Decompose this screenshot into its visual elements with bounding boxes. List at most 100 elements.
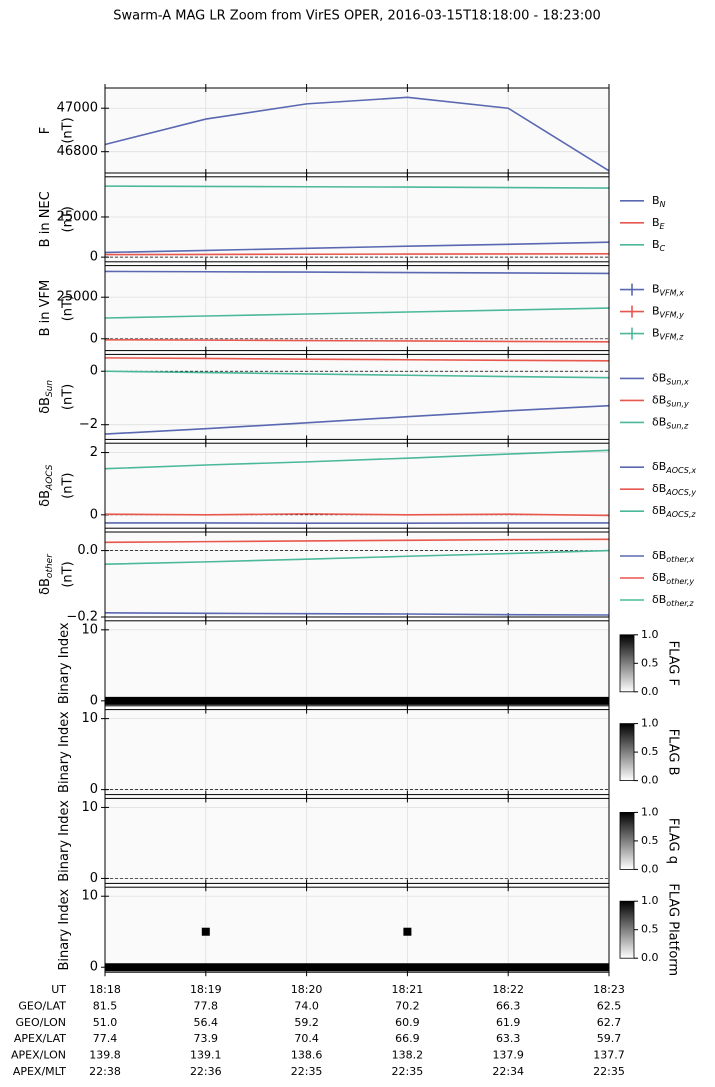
x-tick-label: 18:22 bbox=[492, 983, 524, 996]
x-tick-label: 18:18 bbox=[89, 983, 121, 996]
colorbar-tick-label: 0.0 bbox=[641, 951, 659, 964]
legend-name: B bbox=[652, 238, 660, 251]
y-axis-label-text: δB bbox=[38, 397, 53, 414]
flag-marker bbox=[201, 927, 210, 936]
line bbox=[104, 241, 610, 254]
y-tick-label: 0 bbox=[90, 871, 98, 886]
y-tick-label: 47000 bbox=[57, 101, 98, 116]
y-axis-label: Binary Index bbox=[57, 622, 72, 704]
colorbar bbox=[619, 812, 635, 870]
line bbox=[104, 252, 610, 256]
y-tick-label: 10 bbox=[81, 889, 98, 904]
y-tick-label: 10 bbox=[81, 800, 98, 815]
ephemeris-value: 51.0 bbox=[93, 1016, 118, 1029]
ephemeris-value: 139.8 bbox=[89, 1049, 121, 1062]
legend-sub: AOCS,y bbox=[665, 488, 696, 497]
ephemeris-value: 73.9 bbox=[194, 1032, 219, 1045]
panel-background bbox=[105, 88, 609, 173]
legend-sub: other,z bbox=[666, 599, 694, 608]
ephemeris-value: 137.7 bbox=[593, 1049, 625, 1062]
ephemeris-value: 22:38 bbox=[89, 1065, 121, 1078]
legend-name: B bbox=[652, 327, 660, 340]
x-tick-label: 18:19 bbox=[190, 983, 222, 996]
legend-label: δBother,y bbox=[652, 571, 694, 586]
y-tick-label: 0 bbox=[90, 331, 98, 346]
line bbox=[104, 357, 610, 362]
y-tick-label: 0 bbox=[90, 507, 98, 522]
figure-title: Swarm-A MAG LR Zoom from VirES OPER, 201… bbox=[113, 9, 601, 24]
panel-frame bbox=[104, 265, 610, 352]
ephemeris-value: 138.6 bbox=[291, 1049, 323, 1062]
panel-background bbox=[105, 354, 609, 440]
legend-label: δBAOCS,z bbox=[652, 504, 696, 519]
ephemeris-value: 77.8 bbox=[194, 999, 219, 1012]
legend-name: δB bbox=[652, 571, 666, 584]
y-axis-label-sub: other bbox=[45, 553, 55, 578]
colorbar-label: FLAG B bbox=[666, 729, 681, 776]
colorbar-tick-label: 1.0 bbox=[641, 805, 659, 818]
panel-frame bbox=[104, 353, 610, 440]
colorbar-tick-label: 1.0 bbox=[641, 628, 659, 641]
colorbar-label: FLAG q bbox=[666, 818, 681, 864]
ephemeris-label: GEO/LON bbox=[16, 1016, 66, 1029]
colorbar-tick-label: 0.0 bbox=[641, 862, 659, 875]
y-tick-label: 0 bbox=[90, 960, 98, 975]
ephemeris-value: 77.4 bbox=[93, 1032, 118, 1045]
ephemeris-value: 62.5 bbox=[597, 999, 622, 1012]
ephemeris-value: 138.2 bbox=[392, 1049, 424, 1062]
legend-sub: VFM,y bbox=[660, 310, 685, 319]
panel-frame bbox=[104, 886, 610, 973]
colorbar-label: FLAG Platform bbox=[666, 883, 681, 976]
ephemeris-value: 70.2 bbox=[395, 999, 420, 1012]
legend-sub: VFM,z bbox=[660, 332, 685, 341]
y-axis-label: F bbox=[38, 127, 53, 134]
legend-sub: other,y bbox=[666, 577, 694, 586]
y-axis-label-sub: Sun bbox=[45, 380, 55, 397]
legend-name: δB bbox=[652, 371, 666, 384]
ephemeris-label: UT bbox=[51, 983, 66, 996]
colorbar-tick-label: 0.0 bbox=[641, 774, 659, 787]
line bbox=[104, 549, 610, 566]
y-tick-label: 46800 bbox=[57, 144, 98, 159]
y-axis-label-text: Binary Index bbox=[57, 711, 72, 793]
ephemeris-value: 59.2 bbox=[294, 1016, 319, 1029]
x-tick-label: 18:20 bbox=[291, 983, 323, 996]
legend-label: BVFM,z bbox=[652, 327, 684, 342]
legend-label: δBSun,x bbox=[652, 371, 689, 386]
ephemeris-value: 22:36 bbox=[190, 1065, 222, 1078]
legend-sub: AOCS,z bbox=[665, 510, 696, 519]
y-tick-label: −2 bbox=[79, 417, 98, 432]
legend-name: B bbox=[652, 283, 660, 296]
y-axis-label-unit: (nT) bbox=[61, 117, 76, 143]
colorbar-tick-label: 1.0 bbox=[641, 894, 659, 907]
x-tick-label: 18:21 bbox=[392, 983, 424, 996]
y-axis-label-unit: (nT) bbox=[61, 206, 76, 232]
flag-marker bbox=[403, 927, 412, 936]
y-tick-label: 2 bbox=[90, 445, 98, 460]
colorbar-tick-label: 0.5 bbox=[641, 834, 659, 847]
y-axis-label-text: B in VFM bbox=[38, 280, 53, 337]
panel-frame bbox=[104, 531, 610, 618]
ephemeris-value: 59.7 bbox=[597, 1032, 622, 1045]
line bbox=[104, 338, 610, 343]
panel-background bbox=[105, 620, 609, 706]
colorbar-label: FLAG F bbox=[666, 641, 681, 686]
panel-frame bbox=[104, 442, 610, 529]
y-tick-label: 0 bbox=[90, 693, 98, 708]
ephemeris-value: 22:35 bbox=[291, 1065, 323, 1078]
legend-name: B bbox=[652, 194, 660, 207]
y-axis-label-text: Binary Index bbox=[57, 622, 72, 704]
y-tick-label: −0.2 bbox=[66, 610, 98, 625]
legend-sub: Sun,x bbox=[666, 377, 689, 386]
ephemeris-value: 66.9 bbox=[395, 1032, 420, 1045]
legend-sub: AOCS,x bbox=[665, 466, 696, 475]
legend-label: δBSun,y bbox=[652, 393, 689, 408]
legend-sub: Sun,y bbox=[666, 399, 689, 408]
ephemeris-value: 60.9 bbox=[395, 1016, 420, 1029]
y-tick-label: 0.0 bbox=[77, 543, 98, 558]
colorbar-tick-label: 0.0 bbox=[641, 685, 659, 698]
line bbox=[104, 185, 610, 189]
legend-name: δB bbox=[652, 549, 666, 562]
y-axis-label: Binary Index bbox=[57, 889, 72, 971]
